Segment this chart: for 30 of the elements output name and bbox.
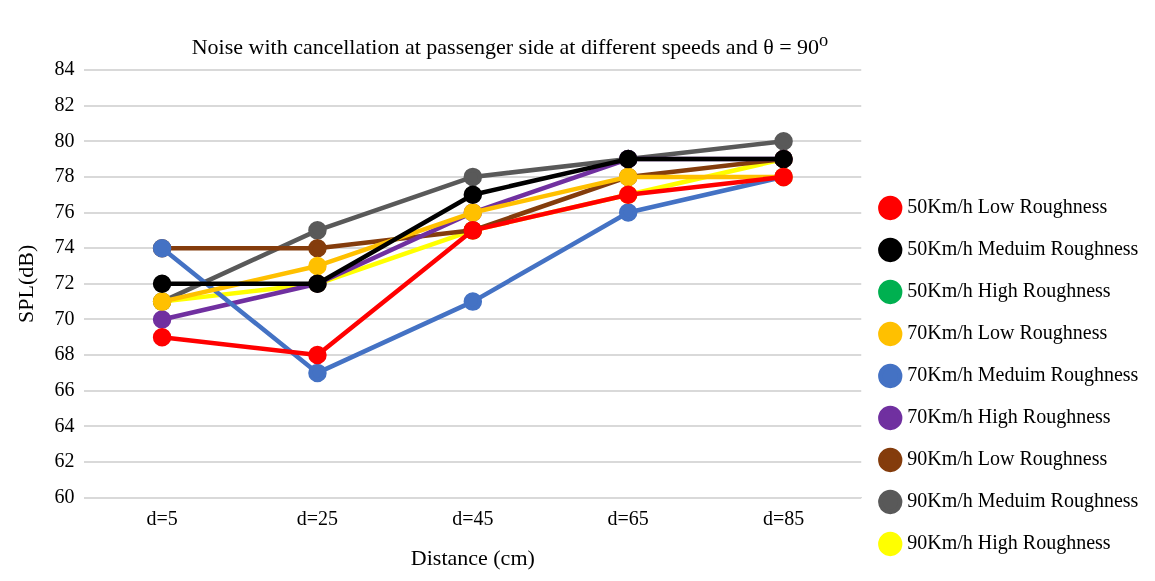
x-tick-label: d=25 xyxy=(296,506,339,529)
legend-label: 70Km/h Low Roughness xyxy=(907,321,1108,345)
x-tick-label: d=85 xyxy=(762,506,805,529)
legend-label: 50Km/h Meduim Roughness xyxy=(907,237,1139,261)
y-axis-title: SPL(dB) xyxy=(12,244,38,323)
legend-label: 70Km/h Meduim Roughness xyxy=(907,363,1139,387)
legend-label: 90Km/h Low Roughness xyxy=(907,447,1108,471)
legend-label: 90Km/h Meduim Roughness xyxy=(907,489,1139,513)
chart-title: Noise with cancellation at passenger side at different speeds and θ = 90$^{o}$ xyxy=(190,30,830,61)
y-tick-label: 72 xyxy=(54,271,75,294)
y-tick-label: 74 xyxy=(54,235,75,258)
y-tick-label: 62 xyxy=(54,449,75,472)
x-tick-label: d=65 xyxy=(607,506,649,529)
y-tick-label: 76 xyxy=(54,199,75,222)
y-tick-label: 82 xyxy=(54,92,75,115)
y-tick-label: 64 xyxy=(54,413,75,436)
y-tick-label: 80 xyxy=(54,128,75,151)
x-axis-title: Distance (cm) xyxy=(410,544,535,570)
y-tick-label: 60 xyxy=(54,484,75,507)
x-tick-label: d=5 xyxy=(146,506,178,529)
y-tick-label: 70 xyxy=(54,306,75,329)
y-tick-label: 68 xyxy=(54,342,75,365)
y-tick-label: 84 xyxy=(54,57,75,80)
legend-label: 50Km/h High Roughness xyxy=(907,279,1111,303)
x-tick-label: d=45 xyxy=(452,506,494,529)
legend-label: 90Km/h High Roughness xyxy=(907,531,1111,555)
legend-label: 50Km/h Low Roughness xyxy=(907,195,1108,219)
y-tick-label: 66 xyxy=(54,377,75,400)
y-tick-label: 78 xyxy=(54,164,75,187)
legend-label: 70Km/h High Roughness xyxy=(907,405,1111,429)
